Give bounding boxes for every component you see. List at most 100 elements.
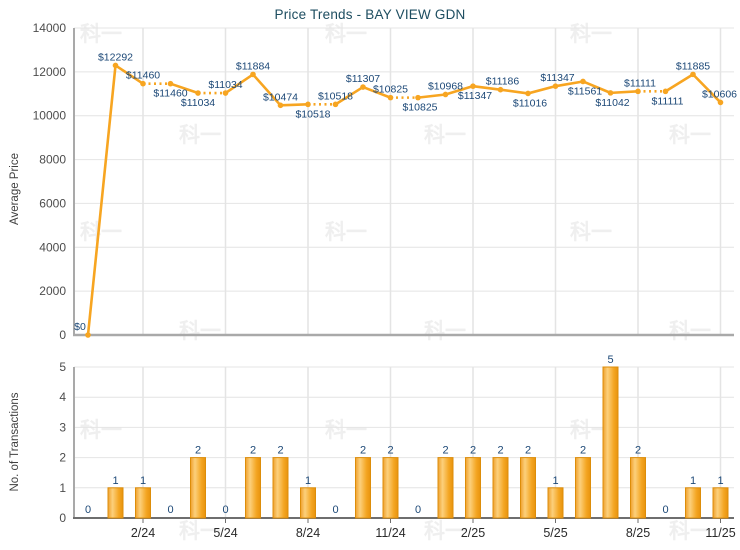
plot-layer: 14000120001000080006000400020000$0$12292… [33, 21, 738, 540]
price-line-segment [554, 80, 585, 88]
price-point-label: $11016 [513, 97, 547, 109]
price-point-marker [607, 90, 614, 96]
bottom-y-tick-label: 5 [59, 360, 66, 374]
price-point-marker [442, 91, 449, 98]
transactions-bar [300, 487, 316, 519]
price-line-segment [664, 73, 695, 93]
price-point-marker [497, 86, 504, 93]
transactions-bar [190, 457, 206, 519]
price-point-marker [305, 101, 311, 108]
price-line-segment [334, 85, 365, 106]
price-point-label: $11884 [236, 60, 270, 72]
price-line-segment [361, 85, 392, 99]
price-point-label: $12292 [98, 51, 133, 63]
price-point-label: $11111 [652, 95, 684, 107]
watermark-text: 科一 [570, 22, 612, 46]
bar-value-label: 1 [552, 475, 558, 487]
watermark-text: 科一 [179, 319, 221, 343]
price-point-marker [85, 332, 91, 338]
price-point-label: $10825 [373, 84, 408, 96]
price-point-marker [277, 102, 284, 109]
price-line-segment [691, 73, 722, 104]
top-y-tick-label: 10000 [33, 109, 67, 123]
price-point-marker [662, 88, 669, 95]
price-point-label: $10518 [318, 90, 353, 102]
price-line-segment [279, 103, 310, 107]
bar-value-label: 2 [250, 445, 256, 457]
watermark-text: 科一 [669, 123, 711, 147]
transactions-bar [382, 457, 399, 519]
price-point-marker [360, 84, 366, 90]
x-tick-label: 8/24 [296, 526, 320, 540]
watermark-text: 科一 [325, 220, 367, 244]
watermark-text: 科一 [669, 519, 711, 543]
price-point-label: $11307 [346, 73, 380, 85]
top-y-tick-label: 8000 [39, 153, 66, 167]
top-y-tick-label: 2000 [39, 284, 66, 298]
bar-value-label: 2 [360, 445, 366, 457]
top-y-tick-label: 12000 [33, 65, 67, 79]
price-line-segment [86, 64, 117, 337]
watermark-text: 科一 [424, 123, 466, 147]
price-point-label: $11347 [458, 90, 492, 102]
price-line-segment [471, 84, 502, 92]
transactions-bar [272, 457, 289, 519]
transactions-bar [602, 366, 619, 519]
bar-value-label: 0 [332, 504, 338, 516]
price-point-label: $11034 [208, 79, 242, 91]
price-point-marker [140, 80, 146, 87]
price-point-label: $10606 [702, 88, 737, 100]
price-line-segment [224, 73, 255, 95]
bar-value-label: 1 [690, 475, 696, 487]
watermark-text: 科一 [669, 319, 711, 343]
bar-value-label: 2 [580, 445, 586, 457]
price-point-label: $10474 [263, 91, 298, 103]
bar-value-label: 1 [112, 475, 118, 487]
watermark-text: 科一 [424, 519, 466, 543]
price-point-marker [250, 71, 256, 78]
transactions-bar [685, 487, 701, 519]
bar-value-label: 5 [607, 354, 613, 366]
x-tick-label: 5/25 [543, 526, 567, 540]
watermark-text: 科一 [325, 418, 367, 442]
price-point-marker [635, 88, 641, 95]
bottom-y-tick-label: 4 [59, 390, 66, 404]
bar-value-label: 1 [140, 475, 146, 487]
price-point-label: $11347 [540, 72, 574, 84]
bar-value-label: 2 [387, 445, 393, 457]
price-line-segment [444, 84, 475, 96]
watermark-text: 科一 [179, 519, 221, 543]
bar-value-label: 1 [305, 475, 311, 487]
price-point-marker [222, 90, 229, 96]
bar-value-label: 2 [525, 445, 531, 457]
price-point-marker [112, 62, 119, 69]
bar-value-label: 0 [222, 504, 228, 516]
transactions-bar [547, 487, 564, 519]
watermark-text: 科一 [570, 220, 612, 244]
watermark-text: 科一 [80, 418, 122, 442]
transactions-bar [437, 457, 454, 519]
price-point-marker [690, 71, 696, 78]
price-point-marker [387, 94, 394, 101]
price-point-label: $10968 [428, 80, 463, 92]
price-point-label: $11460 [126, 70, 160, 82]
x-tick-label: 5/24 [213, 526, 237, 540]
bottom-y-tick-label: 1 [59, 481, 66, 495]
bar-value-label: 0 [415, 504, 421, 516]
transactions-bar [575, 457, 591, 519]
price-line-segment [169, 82, 200, 95]
transactions-bar [355, 457, 371, 519]
top-y-tick-label: 14000 [33, 21, 67, 35]
x-tick-label: 2/25 [461, 526, 485, 540]
price-point-marker [525, 90, 531, 97]
price-line-segment [581, 80, 612, 95]
price-point-label: $11186 [486, 76, 520, 88]
price-point-marker [332, 101, 339, 108]
price-point-label: $11885 [676, 60, 710, 72]
top-y-tick-label: 0 [59, 328, 66, 342]
price-point-label: $11034 [181, 97, 215, 109]
price-point-label: $11111 [624, 77, 656, 89]
